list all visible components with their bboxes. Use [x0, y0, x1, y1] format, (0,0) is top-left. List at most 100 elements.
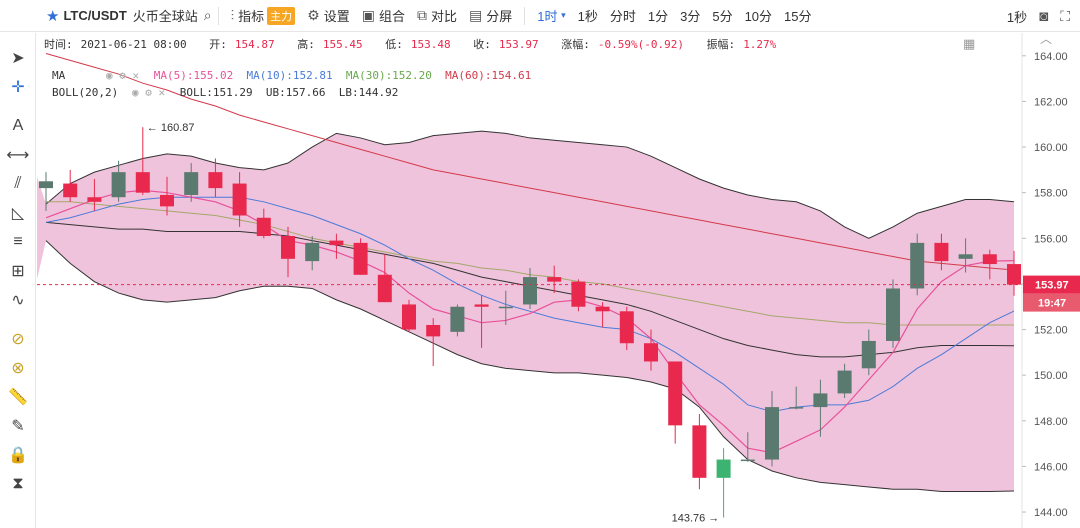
candle-body [740, 459, 755, 462]
candle [450, 304, 465, 337]
interval-10m[interactable]: 10分 [744, 9, 773, 24]
time-label: 时间: [44, 38, 73, 51]
candle [765, 391, 779, 467]
candle-body [692, 425, 707, 478]
settings-label: 设置 [323, 9, 350, 24]
candle-body [87, 197, 102, 202]
candle [523, 267, 537, 310]
lock-icon[interactable]: 🔒 [8, 446, 28, 464]
candle [63, 169, 78, 202]
candle [402, 299, 416, 332]
candle [329, 233, 344, 259]
candle-body [789, 407, 804, 409]
candle [813, 379, 828, 437]
eye-icon[interactable]: ◉ ⚙ ✕ [106, 69, 140, 82]
favorite-star-icon[interactable]: ★ [46, 7, 60, 25]
candle-body [861, 340, 876, 369]
trend-lines-icon[interactable]: ⫽ [14, 174, 22, 192]
interval-3m[interactable]: 3分 [680, 9, 701, 24]
interval-15m[interactable]: 15分 [784, 9, 812, 24]
pen-icon[interactable]: ✎ [11, 417, 25, 435]
candle [426, 318, 441, 367]
parallel-lines-icon[interactable]: ≡ [13, 232, 23, 250]
candle [111, 160, 126, 202]
interval-label: 1时 [537, 9, 558, 24]
wave-icon[interactable]: ∿ [11, 291, 25, 309]
candle-body [256, 217, 271, 237]
visibility-icon[interactable]: ⧗ [12, 474, 24, 492]
candle-body [329, 240, 344, 246]
camera-icon[interactable]: ◙ [1039, 7, 1049, 25]
boll-band-fill-start [37, 176, 46, 280]
settings-button[interactable]: ⚙ 设置 [301, 0, 356, 32]
lb-value: LB:144.92 [338, 86, 399, 99]
triangle-icon[interactable]: ◺ [11, 204, 25, 222]
change-label: 涨幅: [561, 38, 590, 51]
compare-button[interactable]: ⧉ 对比 [411, 0, 463, 32]
calendar-icon[interactable]: ▦ [963, 36, 976, 51]
boll-upper-line [45, 130, 1015, 239]
indicators-label: 指标 [238, 9, 265, 24]
right-interval-label[interactable]: 1秒 [1006, 9, 1028, 25]
eye-icon[interactable]: ◉ ⚙ ✕ [132, 86, 166, 99]
search-icon[interactable]: ⌕ [203, 7, 212, 23]
split-icon: ▤ [468, 7, 483, 23]
candle-body [353, 242, 368, 275]
interval-timeshare[interactable]: 分时 [609, 9, 636, 24]
drawing-toolbar: ➤ ✛ A ⟷ ⫽ ◺ ≡ ⊞ ∿ ⊘ ⊗ 📏 ✎ 🔒 ⧗ [0, 33, 36, 528]
boll-name[interactable]: BOLL(20,2) [52, 86, 119, 99]
horizontal-line-icon[interactable]: ⟷ [6, 146, 30, 164]
ma30-value: MA(30):152.20 [345, 69, 432, 82]
symbol-label[interactable]: LTC/USDT [63, 8, 127, 23]
low-label: 低: [385, 38, 403, 51]
high-value: 155.45 [322, 38, 363, 51]
y-tick-label: 156.00 [1034, 233, 1068, 245]
candle-body [837, 370, 852, 394]
candle [692, 413, 707, 490]
collapse-icon[interactable]: ︿ [1040, 32, 1053, 46]
combo-button[interactable]: ▣ 组合 [356, 0, 411, 32]
chevron-down-icon: ▾ [561, 10, 566, 20]
interval-5m[interactable]: 5分 [712, 9, 733, 24]
candle [982, 249, 997, 280]
candle-body [402, 304, 416, 330]
lock-drawings-icon[interactable]: ⊗ [11, 359, 25, 377]
candle [353, 238, 368, 275]
cursor-arrow-icon[interactable]: ➤ [11, 49, 25, 67]
candle [619, 306, 634, 351]
ma10-line [45, 196, 1015, 413]
magnet-icon[interactable]: ⊘ [11, 330, 25, 348]
candle [208, 158, 223, 198]
crosshair-icon[interactable]: ✛ [11, 78, 25, 96]
amplitude-value: 1.27% [743, 38, 777, 51]
y-tick-label: 144.00 [1034, 507, 1068, 519]
indicators-button[interactable]: ⫶ 指标 主力 [225, 0, 302, 32]
ma-name[interactable]: MA [52, 69, 66, 82]
candle [232, 172, 247, 227]
candle [135, 127, 150, 195]
text-tool-icon[interactable]: A [12, 116, 24, 134]
interval-1h[interactable]: 1时 ▾ [531, 0, 571, 32]
candle [39, 172, 53, 211]
ma10-value: MA(10):152.81 [246, 69, 333, 82]
fullscreen-icon[interactable]: ⛶ [1060, 7, 1070, 24]
candle-body [886, 288, 900, 341]
candle [861, 329, 876, 376]
open-value: 154.87 [234, 38, 275, 51]
y-tick-label: 148.00 [1034, 416, 1068, 428]
candle-body [498, 306, 513, 309]
interval-1m[interactable]: 1分 [647, 9, 669, 24]
exchange-label[interactable]: 火币全球站 [132, 9, 198, 24]
candle [1007, 250, 1021, 296]
candle-body [135, 172, 150, 193]
grid-box-icon[interactable]: ⊞ [11, 262, 25, 280]
ruler-icon[interactable]: 📏 [8, 388, 28, 406]
candle-body [813, 393, 828, 408]
candle [644, 329, 658, 371]
split-screen-button[interactable]: ▤ 分屏 [463, 0, 518, 32]
countdown-label: 19:47 [1038, 298, 1066, 310]
y-tick-label: 152.00 [1034, 325, 1068, 337]
candle-body [571, 281, 586, 307]
interval-1s[interactable]: 1秒 [577, 9, 598, 24]
